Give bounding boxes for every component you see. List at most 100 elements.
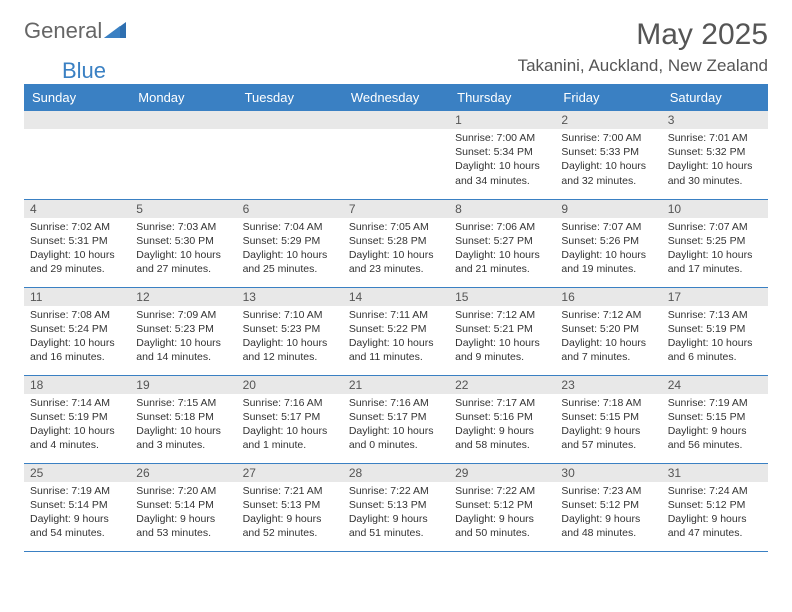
calendar-cell: 31Sunrise: 7:24 AMSunset: 5:12 PMDayligh… xyxy=(662,463,768,551)
header-row: General May 2025 xyxy=(24,18,768,52)
sunset-text: Sunset: 5:17 PM xyxy=(243,410,337,424)
sunrise-text: Sunrise: 7:10 AM xyxy=(243,308,337,322)
daylight-text: Daylight: 10 hours and 16 minutes. xyxy=(30,336,124,364)
calendar-cell: 14Sunrise: 7:11 AMSunset: 5:22 PMDayligh… xyxy=(343,287,449,375)
daylight-text: Daylight: 9 hours and 48 minutes. xyxy=(561,512,655,540)
day-number: 12 xyxy=(130,288,236,306)
day-number: 3 xyxy=(662,111,768,129)
sunset-text: Sunset: 5:12 PM xyxy=(668,498,762,512)
daylight-text: Daylight: 9 hours and 47 minutes. xyxy=(668,512,762,540)
sunrise-text: Sunrise: 7:00 AM xyxy=(561,131,655,145)
day-data: Sunrise: 7:20 AMSunset: 5:14 PMDaylight:… xyxy=(130,482,236,545)
day-number: 5 xyxy=(130,200,236,218)
sunrise-text: Sunrise: 7:16 AM xyxy=(349,396,443,410)
empty-day xyxy=(343,111,449,129)
daylight-text: Daylight: 9 hours and 54 minutes. xyxy=(30,512,124,540)
day-number: 14 xyxy=(343,288,449,306)
day-data: Sunrise: 7:05 AMSunset: 5:28 PMDaylight:… xyxy=(343,218,449,281)
day-number: 7 xyxy=(343,200,449,218)
calendar-cell: 24Sunrise: 7:19 AMSunset: 5:15 PMDayligh… xyxy=(662,375,768,463)
sunset-text: Sunset: 5:24 PM xyxy=(30,322,124,336)
sunrise-text: Sunrise: 7:06 AM xyxy=(455,220,549,234)
sunset-text: Sunset: 5:15 PM xyxy=(561,410,655,424)
calendar-cell: 1Sunrise: 7:00 AMSunset: 5:34 PMDaylight… xyxy=(449,111,555,199)
calendar-cell: 7Sunrise: 7:05 AMSunset: 5:28 PMDaylight… xyxy=(343,199,449,287)
sunset-text: Sunset: 5:28 PM xyxy=(349,234,443,248)
sunrise-text: Sunrise: 7:22 AM xyxy=(349,484,443,498)
empty-day xyxy=(237,111,343,129)
day-data: Sunrise: 7:19 AMSunset: 5:14 PMDaylight:… xyxy=(24,482,130,545)
daylight-text: Daylight: 10 hours and 30 minutes. xyxy=(668,159,762,187)
sunrise-text: Sunrise: 7:01 AM xyxy=(668,131,762,145)
day-data: Sunrise: 7:12 AMSunset: 5:20 PMDaylight:… xyxy=(555,306,661,369)
day-number: 30 xyxy=(555,464,661,482)
daylight-text: Daylight: 10 hours and 7 minutes. xyxy=(561,336,655,364)
day-number: 10 xyxy=(662,200,768,218)
calendar-cell: 25Sunrise: 7:19 AMSunset: 5:14 PMDayligh… xyxy=(24,463,130,551)
day-number: 6 xyxy=(237,200,343,218)
day-number: 15 xyxy=(449,288,555,306)
day-number: 25 xyxy=(24,464,130,482)
day-data: Sunrise: 7:06 AMSunset: 5:27 PMDaylight:… xyxy=(449,218,555,281)
day-number: 2 xyxy=(555,111,661,129)
calendar-cell xyxy=(237,111,343,199)
calendar-cell: 16Sunrise: 7:12 AMSunset: 5:20 PMDayligh… xyxy=(555,287,661,375)
day-data: Sunrise: 7:16 AMSunset: 5:17 PMDaylight:… xyxy=(237,394,343,457)
day-number: 22 xyxy=(449,376,555,394)
day-number: 29 xyxy=(449,464,555,482)
day-data: Sunrise: 7:15 AMSunset: 5:18 PMDaylight:… xyxy=(130,394,236,457)
day-number: 26 xyxy=(130,464,236,482)
calendar-body: 1Sunrise: 7:00 AMSunset: 5:34 PMDaylight… xyxy=(24,111,768,551)
day-number: 28 xyxy=(343,464,449,482)
sunrise-text: Sunrise: 7:04 AM xyxy=(243,220,337,234)
day-data: Sunrise: 7:09 AMSunset: 5:23 PMDaylight:… xyxy=(130,306,236,369)
day-data: Sunrise: 7:03 AMSunset: 5:30 PMDaylight:… xyxy=(130,218,236,281)
day-number: 27 xyxy=(237,464,343,482)
day-data: Sunrise: 7:22 AMSunset: 5:13 PMDaylight:… xyxy=(343,482,449,545)
calendar-cell: 6Sunrise: 7:04 AMSunset: 5:29 PMDaylight… xyxy=(237,199,343,287)
daylight-text: Daylight: 10 hours and 4 minutes. xyxy=(30,424,124,452)
sunset-text: Sunset: 5:18 PM xyxy=(136,410,230,424)
daylight-text: Daylight: 10 hours and 27 minutes. xyxy=(136,248,230,276)
col-sunday: Sunday xyxy=(24,84,130,111)
sunrise-text: Sunrise: 7:13 AM xyxy=(668,308,762,322)
daylight-text: Daylight: 9 hours and 52 minutes. xyxy=(243,512,337,540)
day-data: Sunrise: 7:23 AMSunset: 5:12 PMDaylight:… xyxy=(555,482,661,545)
calendar-cell: 19Sunrise: 7:15 AMSunset: 5:18 PMDayligh… xyxy=(130,375,236,463)
calendar-cell: 3Sunrise: 7:01 AMSunset: 5:32 PMDaylight… xyxy=(662,111,768,199)
daylight-text: Daylight: 9 hours and 51 minutes. xyxy=(349,512,443,540)
col-wednesday: Wednesday xyxy=(343,84,449,111)
calendar-cell: 20Sunrise: 7:16 AMSunset: 5:17 PMDayligh… xyxy=(237,375,343,463)
day-data: Sunrise: 7:19 AMSunset: 5:15 PMDaylight:… xyxy=(662,394,768,457)
sunrise-text: Sunrise: 7:08 AM xyxy=(30,308,124,322)
day-number: 17 xyxy=(662,288,768,306)
sunset-text: Sunset: 5:15 PM xyxy=(668,410,762,424)
logo: General xyxy=(24,18,128,44)
sunset-text: Sunset: 5:33 PM xyxy=(561,145,655,159)
sunrise-text: Sunrise: 7:07 AM xyxy=(561,220,655,234)
sunrise-text: Sunrise: 7:14 AM xyxy=(30,396,124,410)
calendar-cell: 15Sunrise: 7:12 AMSunset: 5:21 PMDayligh… xyxy=(449,287,555,375)
sunset-text: Sunset: 5:21 PM xyxy=(455,322,549,336)
day-data: Sunrise: 7:08 AMSunset: 5:24 PMDaylight:… xyxy=(24,306,130,369)
daylight-text: Daylight: 9 hours and 53 minutes. xyxy=(136,512,230,540)
daylight-text: Daylight: 10 hours and 25 minutes. xyxy=(243,248,337,276)
sunset-text: Sunset: 5:19 PM xyxy=(30,410,124,424)
daylight-text: Daylight: 10 hours and 0 minutes. xyxy=(349,424,443,452)
sunrise-text: Sunrise: 7:23 AM xyxy=(561,484,655,498)
sunrise-text: Sunrise: 7:12 AM xyxy=(455,308,549,322)
header-row-days: Sunday Monday Tuesday Wednesday Thursday… xyxy=(24,84,768,111)
day-data: Sunrise: 7:11 AMSunset: 5:22 PMDaylight:… xyxy=(343,306,449,369)
daylight-text: Daylight: 10 hours and 32 minutes. xyxy=(561,159,655,187)
day-number: 24 xyxy=(662,376,768,394)
sunrise-text: Sunrise: 7:15 AM xyxy=(136,396,230,410)
sunrise-text: Sunrise: 7:18 AM xyxy=(561,396,655,410)
sunrise-text: Sunrise: 7:16 AM xyxy=(243,396,337,410)
col-monday: Monday xyxy=(130,84,236,111)
day-data: Sunrise: 7:12 AMSunset: 5:21 PMDaylight:… xyxy=(449,306,555,369)
sunset-text: Sunset: 5:14 PM xyxy=(136,498,230,512)
day-data: Sunrise: 7:02 AMSunset: 5:31 PMDaylight:… xyxy=(24,218,130,281)
calendar-cell: 8Sunrise: 7:06 AMSunset: 5:27 PMDaylight… xyxy=(449,199,555,287)
sunrise-text: Sunrise: 7:19 AM xyxy=(668,396,762,410)
day-data: Sunrise: 7:07 AMSunset: 5:26 PMDaylight:… xyxy=(555,218,661,281)
